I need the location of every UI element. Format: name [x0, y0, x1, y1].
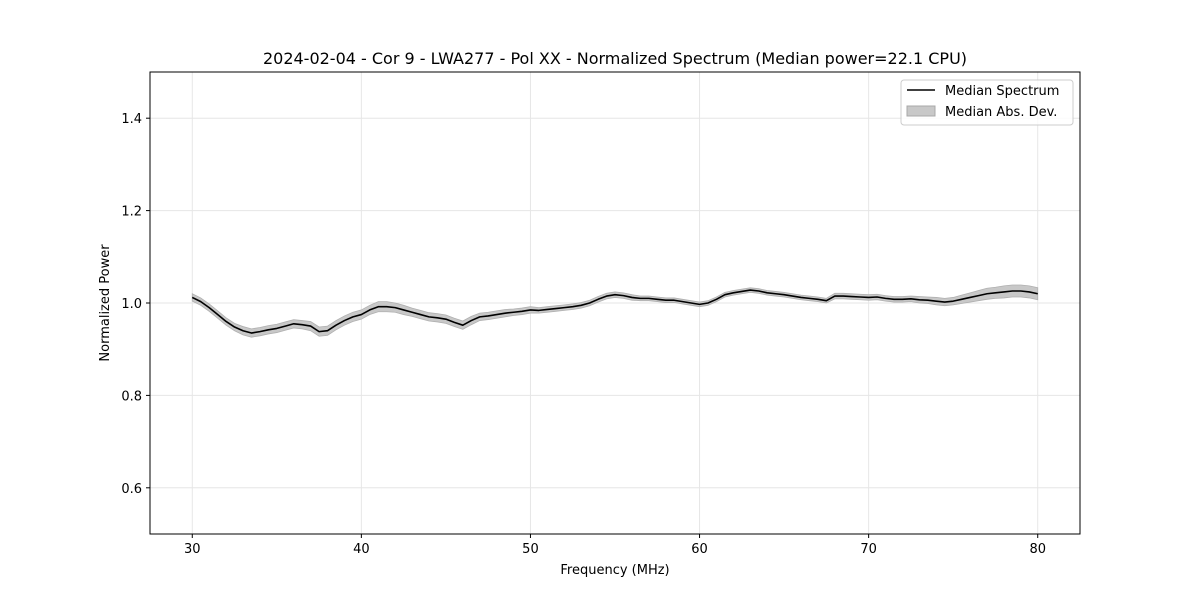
legend-box — [900, 79, 1074, 126]
legend-mad-label: Median Abs. Dev. — [945, 105, 1057, 120]
y-tick-label: 0.6 — [121, 482, 142, 497]
x-tick-label: 60 — [691, 542, 708, 557]
x-tick-label: 30 — [184, 542, 201, 557]
chart-title: 2024-02-04 - Cor 9 - LWA277 - Pol XX - N… — [263, 49, 967, 68]
x-ticks: 30 40 50 60 70 80 — [184, 534, 1046, 557]
median-line-layer — [191, 289, 1038, 334]
y-axis-label: Normalized Power — [98, 244, 113, 362]
legend: Median Spectrum Median Abs. Dev. — [900, 79, 1074, 126]
x-tick-label: 70 — [860, 542, 877, 557]
y-tick-label: 1.0 — [121, 297, 142, 312]
y-tick-label: 1.2 — [121, 205, 142, 220]
x-tick-label: 80 — [1029, 542, 1046, 557]
legend-mad-swatch — [906, 105, 936, 117]
legend-median-label: Median Spectrum — [945, 84, 1059, 99]
x-axis-label: Frequency (MHz) — [560, 563, 669, 578]
y-tick-label: 0.8 — [121, 389, 142, 404]
median-spectrum-line — [191, 289, 1038, 334]
x-tick-label: 40 — [353, 542, 370, 557]
y-ticks: 0.6 0.8 1.0 1.2 1.4 — [121, 112, 150, 497]
y-tick-label: 1.4 — [121, 112, 142, 127]
x-tick-label: 50 — [522, 542, 539, 557]
